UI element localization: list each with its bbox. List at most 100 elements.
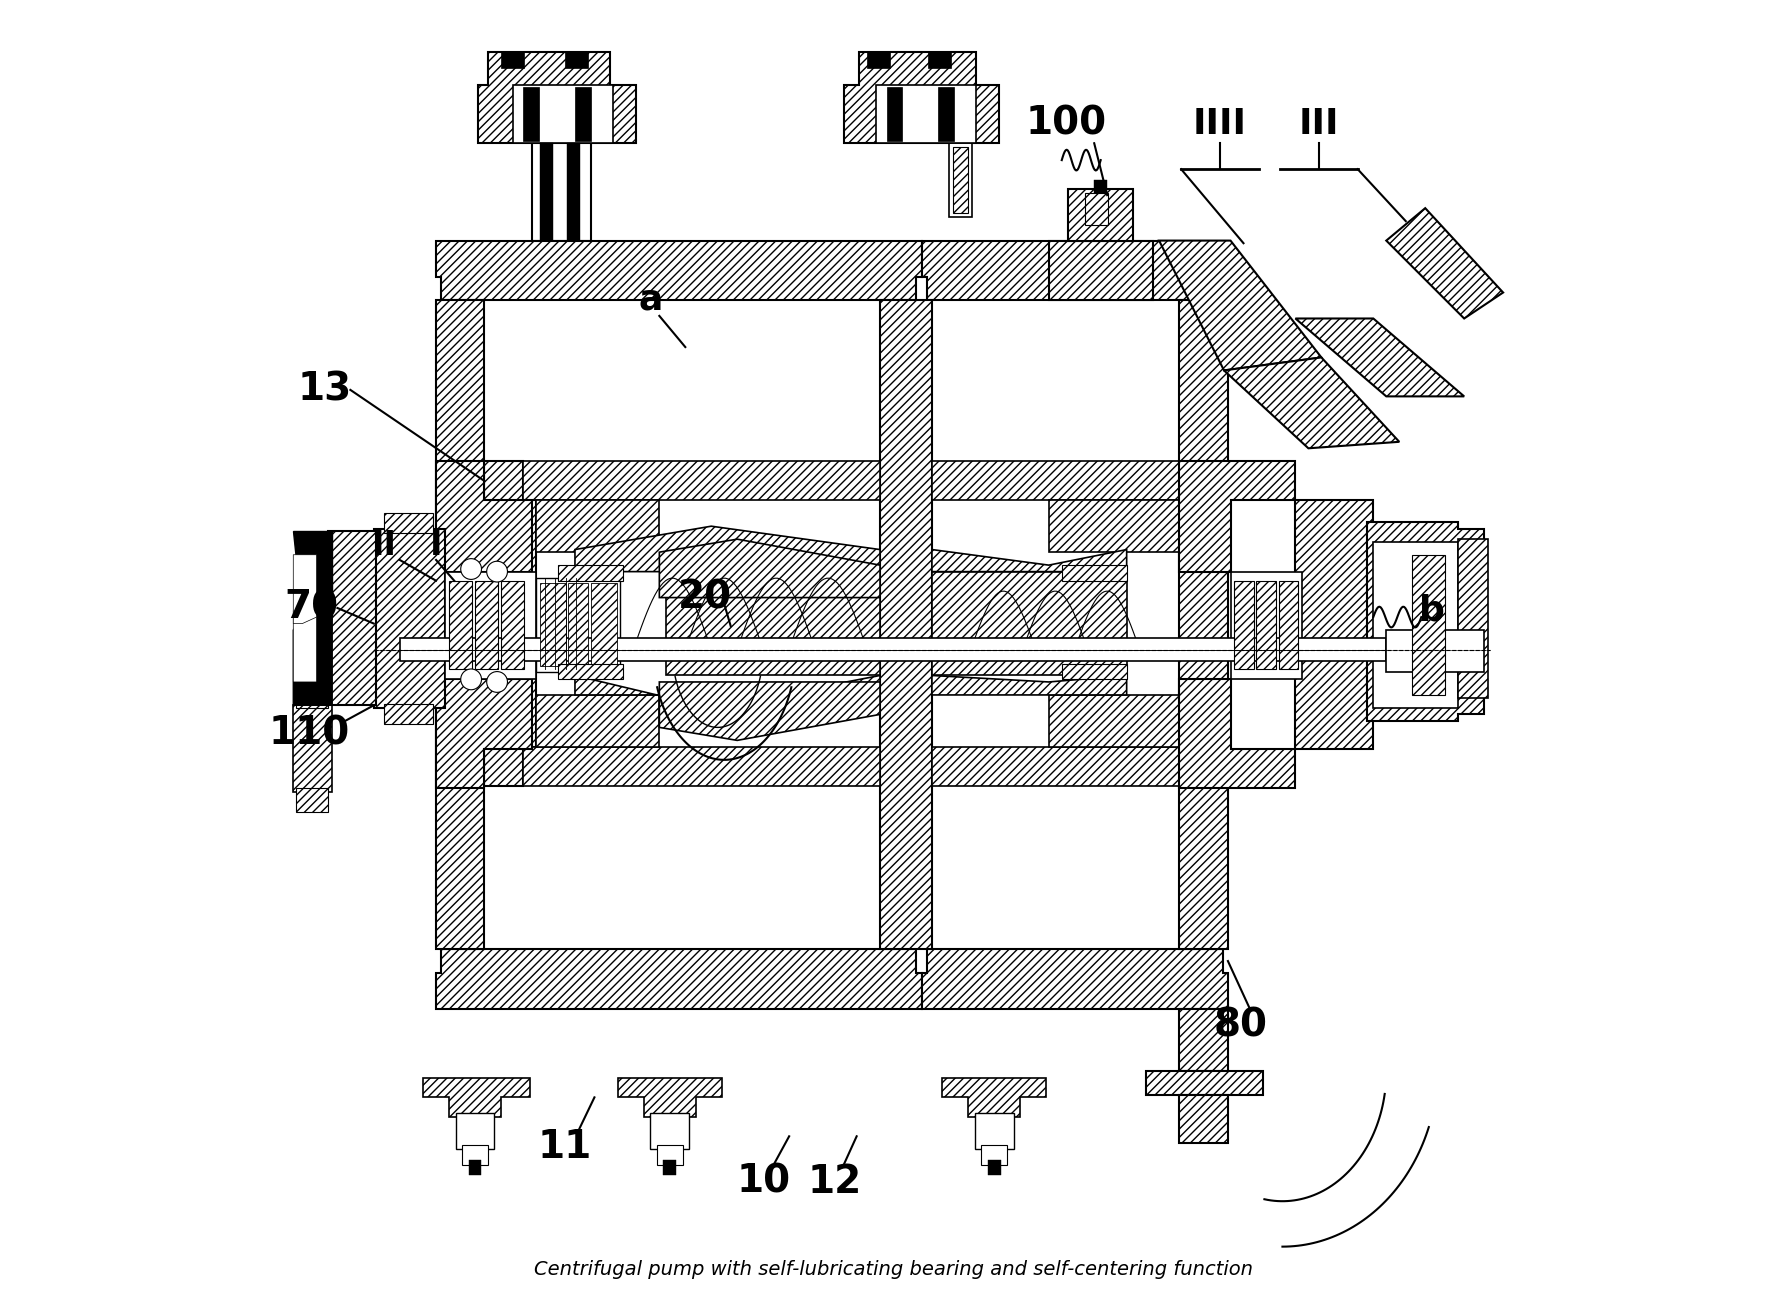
Bar bbox=[1086, 193, 1109, 226]
Polygon shape bbox=[1179, 680, 1295, 789]
Polygon shape bbox=[477, 52, 636, 143]
Bar bbox=[539, 584, 566, 666]
Bar bbox=[886, 88, 902, 140]
Polygon shape bbox=[1179, 1094, 1229, 1143]
Polygon shape bbox=[618, 1078, 722, 1117]
Polygon shape bbox=[436, 300, 484, 950]
Bar bbox=[539, 143, 554, 240]
Bar bbox=[877, 85, 977, 143]
Bar bbox=[1061, 565, 1127, 581]
Text: IIII: IIII bbox=[1193, 106, 1247, 140]
Bar bbox=[455, 1113, 495, 1149]
Bar bbox=[513, 85, 613, 143]
Bar bbox=[975, 1113, 1014, 1149]
Polygon shape bbox=[943, 1078, 1047, 1117]
Bar bbox=[591, 584, 616, 666]
Polygon shape bbox=[436, 240, 922, 300]
Polygon shape bbox=[666, 572, 880, 676]
Polygon shape bbox=[523, 747, 880, 786]
Polygon shape bbox=[1457, 539, 1488, 698]
Polygon shape bbox=[523, 462, 880, 500]
Bar bbox=[557, 565, 623, 581]
Polygon shape bbox=[293, 531, 332, 617]
Text: 70: 70 bbox=[284, 589, 339, 627]
Polygon shape bbox=[922, 240, 1229, 300]
Text: 13: 13 bbox=[296, 371, 352, 409]
Bar bbox=[866, 52, 891, 68]
Text: 20: 20 bbox=[677, 579, 732, 617]
Polygon shape bbox=[293, 617, 332, 706]
Polygon shape bbox=[1147, 1072, 1263, 1094]
Text: 12: 12 bbox=[807, 1162, 861, 1200]
Bar bbox=[1257, 581, 1275, 669]
Polygon shape bbox=[1179, 300, 1229, 950]
Circle shape bbox=[461, 559, 482, 580]
Bar bbox=[384, 705, 434, 723]
Polygon shape bbox=[293, 555, 316, 623]
Polygon shape bbox=[932, 676, 1127, 695]
Text: I: I bbox=[430, 529, 443, 562]
Text: 11: 11 bbox=[538, 1128, 591, 1165]
Polygon shape bbox=[932, 550, 1127, 572]
Polygon shape bbox=[1386, 209, 1504, 319]
Polygon shape bbox=[1048, 695, 1179, 747]
Circle shape bbox=[488, 672, 507, 693]
Polygon shape bbox=[932, 462, 1179, 500]
Circle shape bbox=[461, 669, 482, 690]
Polygon shape bbox=[329, 531, 377, 706]
Bar bbox=[500, 52, 525, 68]
Text: II: II bbox=[371, 529, 396, 562]
Circle shape bbox=[488, 562, 507, 583]
Bar bbox=[532, 143, 591, 240]
Polygon shape bbox=[932, 572, 1127, 676]
Bar bbox=[500, 581, 525, 669]
Polygon shape bbox=[1048, 500, 1179, 552]
Polygon shape bbox=[536, 500, 659, 552]
Polygon shape bbox=[1068, 189, 1132, 240]
Bar bbox=[448, 581, 473, 669]
Polygon shape bbox=[922, 950, 1229, 1009]
Polygon shape bbox=[575, 676, 880, 708]
Bar bbox=[657, 1145, 682, 1165]
Polygon shape bbox=[293, 610, 316, 682]
Bar bbox=[1413, 555, 1445, 695]
Bar bbox=[523, 88, 539, 140]
Bar bbox=[568, 143, 580, 240]
Bar bbox=[296, 685, 329, 708]
Text: b: b bbox=[1418, 593, 1445, 627]
Polygon shape bbox=[1295, 500, 1373, 749]
Text: 10: 10 bbox=[736, 1162, 789, 1200]
Polygon shape bbox=[659, 539, 880, 597]
Polygon shape bbox=[932, 747, 1179, 786]
Bar bbox=[952, 147, 968, 214]
Polygon shape bbox=[373, 529, 445, 708]
Polygon shape bbox=[1179, 462, 1295, 572]
Polygon shape bbox=[880, 300, 932, 950]
Text: 110: 110 bbox=[268, 715, 350, 753]
Bar bbox=[564, 52, 588, 68]
Bar bbox=[1279, 581, 1298, 669]
Text: 80: 80 bbox=[1214, 1008, 1268, 1044]
Bar bbox=[981, 1145, 1007, 1165]
Bar bbox=[575, 88, 591, 140]
Polygon shape bbox=[1366, 522, 1484, 720]
Polygon shape bbox=[1159, 240, 1322, 370]
Polygon shape bbox=[1223, 357, 1398, 449]
Polygon shape bbox=[575, 526, 880, 572]
Polygon shape bbox=[436, 462, 532, 572]
Bar bbox=[948, 143, 972, 218]
Text: Centrifugal pump with self-lubricating bearing and self-centering function: Centrifugal pump with self-lubricating b… bbox=[534, 1260, 1252, 1279]
Polygon shape bbox=[536, 695, 659, 747]
Bar bbox=[445, 572, 536, 680]
Text: 100: 100 bbox=[1025, 105, 1106, 143]
Bar bbox=[988, 1160, 1000, 1176]
Bar bbox=[938, 88, 954, 140]
Polygon shape bbox=[423, 1078, 529, 1117]
Bar bbox=[384, 513, 434, 533]
Polygon shape bbox=[1179, 1009, 1229, 1072]
Bar bbox=[1231, 572, 1302, 680]
Bar bbox=[557, 664, 623, 680]
Bar bbox=[296, 789, 329, 812]
Polygon shape bbox=[843, 52, 1000, 143]
Bar bbox=[463, 1145, 488, 1165]
